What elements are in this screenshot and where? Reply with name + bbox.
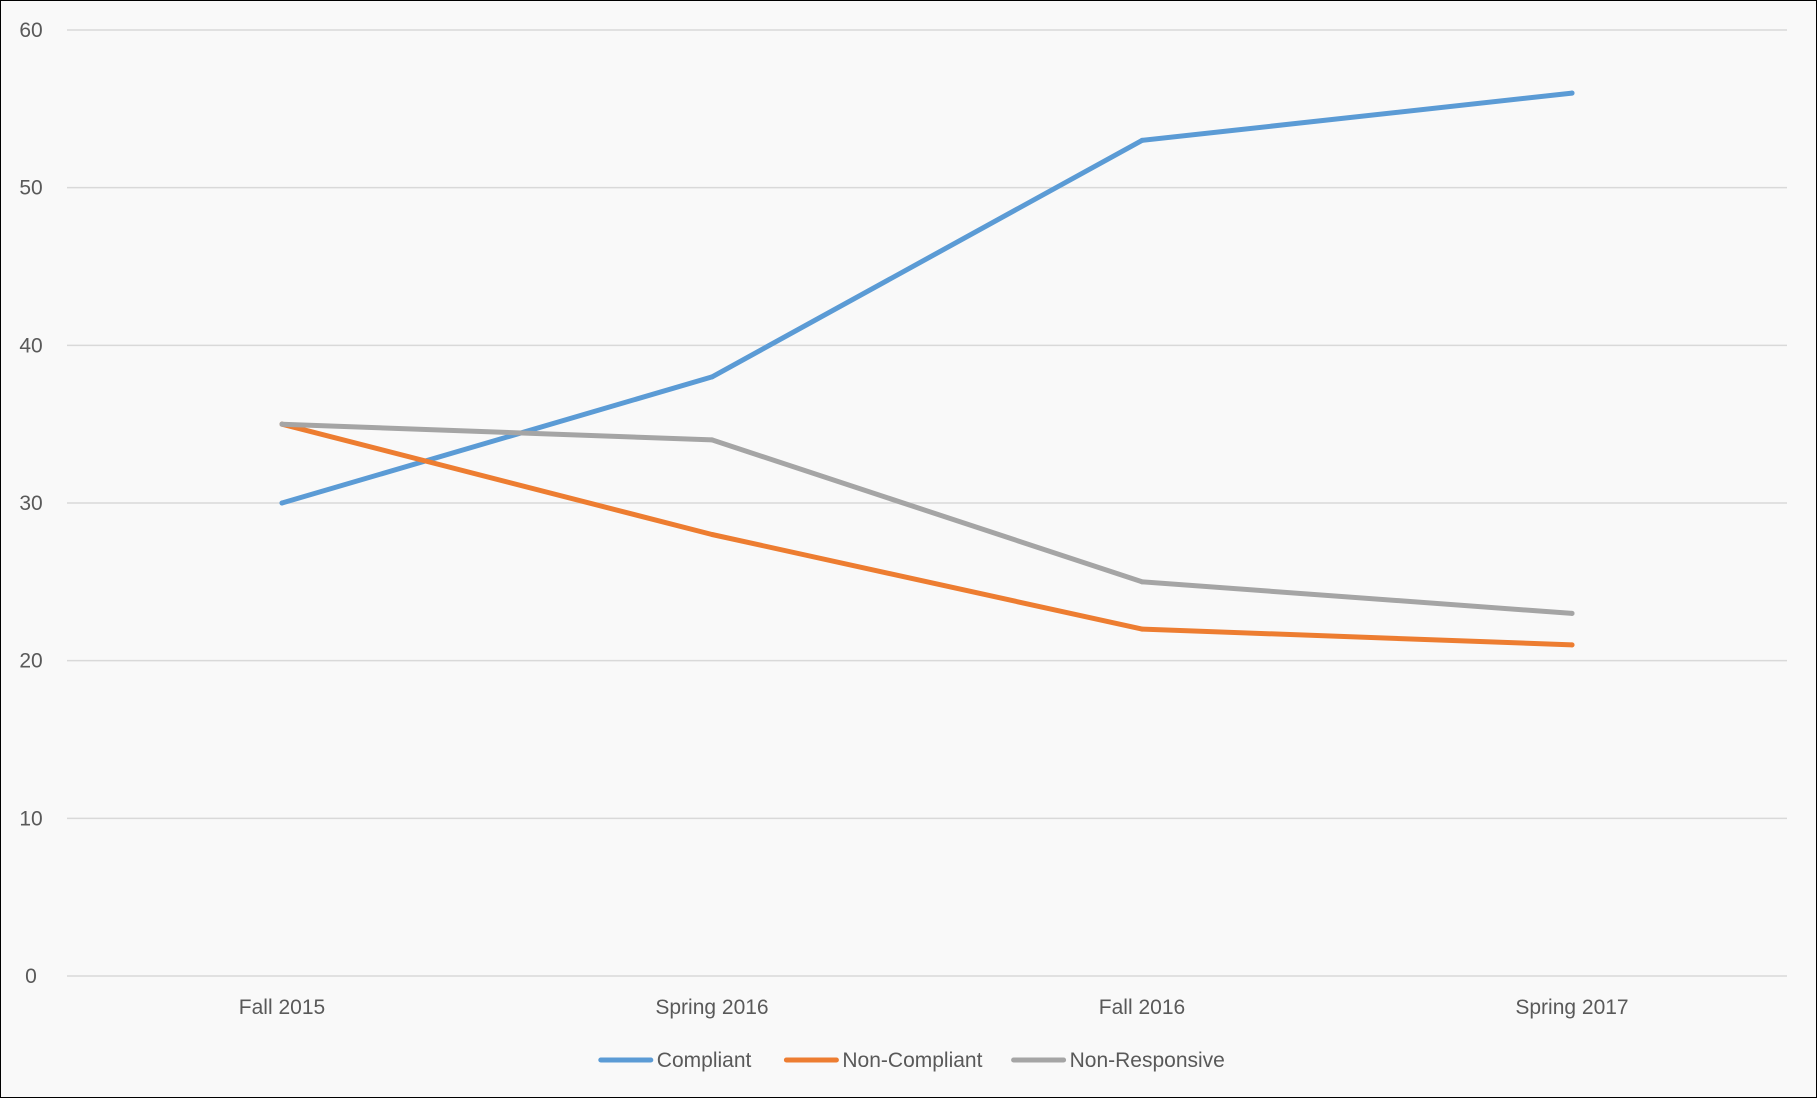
data-point [279, 500, 285, 506]
y-tick-label: 20 [19, 650, 42, 673]
y-tick-label: 30 [19, 492, 42, 515]
y-tick-label: 0 [25, 965, 37, 988]
series-line-non-responsive [279, 421, 1575, 616]
x-axis-tick-labels: Fall 2015 Spring 2016 Fall 2016 Spring 2017 [239, 996, 1629, 1019]
data-point [1139, 626, 1145, 632]
data-point [709, 437, 715, 443]
data-point [1139, 579, 1145, 585]
legend-label: Compliant [657, 1049, 752, 1072]
x-tick-label: Spring 2016 [655, 996, 768, 1019]
data-point [709, 532, 715, 538]
data-point [709, 374, 715, 380]
y-tick-label: 10 [19, 807, 42, 830]
series-line-non-compliant [279, 421, 1575, 648]
y-tick-label: 50 [19, 177, 42, 200]
series-line-compliant [279, 90, 1575, 506]
legend-label: Non-Responsive [1070, 1049, 1225, 1072]
data-point [1139, 137, 1145, 143]
x-tick-label: Fall 2015 [239, 996, 325, 1019]
legend: Compliant Non-Compliant Non-Responsive [598, 1049, 1225, 1072]
legend-item: Non-Compliant [783, 1049, 983, 1072]
y-tick-label: 60 [19, 19, 42, 42]
series-lines [279, 90, 1575, 648]
x-tick-label: Fall 2016 [1099, 996, 1185, 1019]
legend-label: Non-Compliant [842, 1049, 982, 1072]
data-point [279, 421, 285, 427]
gridlines [67, 29, 1787, 977]
legend-item: Non-Responsive [1011, 1049, 1225, 1072]
x-tick-label: Spring 2017 [1515, 996, 1628, 1019]
data-point [1569, 90, 1575, 96]
data-point [1569, 610, 1575, 616]
y-axis-tick-labels: 0 10 20 30 40 50 60 [19, 19, 42, 988]
legend-item: Compliant [598, 1049, 752, 1072]
y-tick-label: 40 [19, 334, 42, 357]
data-point [1569, 642, 1575, 648]
